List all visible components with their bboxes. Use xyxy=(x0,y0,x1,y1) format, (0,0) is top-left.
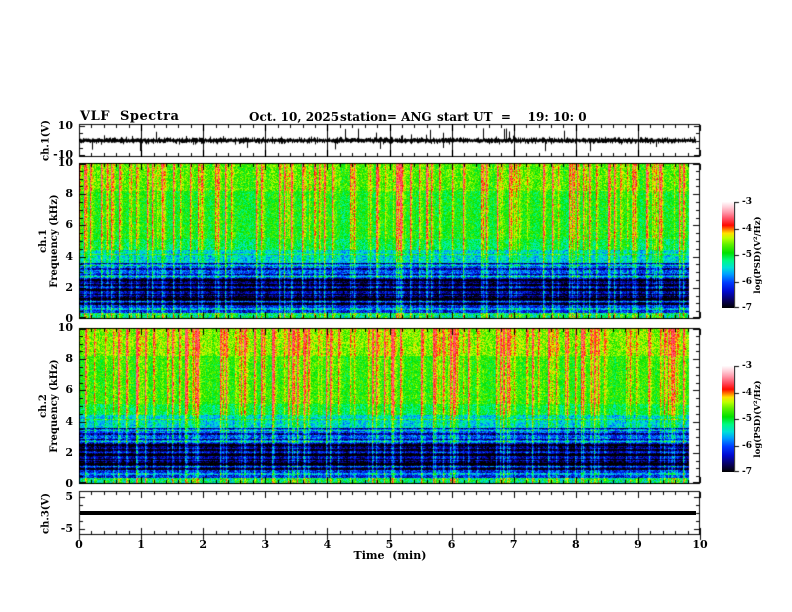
colorbar-1-label: log(PSD)(V²/Hz) xyxy=(753,216,763,294)
ch3-zero-line xyxy=(80,511,696,515)
panel-ch2-spectrogram xyxy=(79,328,700,484)
panel-ch1-waveform xyxy=(79,124,700,157)
ylabel-ch2-line2: Frequency (kHz) xyxy=(49,359,60,453)
y-tick-label: 2 xyxy=(65,280,73,294)
colorbar-1 xyxy=(722,202,734,308)
x-tick-label: 7 xyxy=(509,538,518,551)
colorbar-tick-label: -5 xyxy=(742,414,752,424)
y-tick-label: 10 xyxy=(57,321,73,334)
page-title: VLF Spectra xyxy=(80,109,180,124)
y-tick-label: -10 xyxy=(53,147,73,161)
ylabel-ch1-spectrogram: ch.1 Frequency (kHz) xyxy=(38,191,60,291)
x-tick-label: 9 xyxy=(634,538,642,551)
ch1-spectrogram-canvas xyxy=(79,163,700,319)
ylabel-ch1-line1: ch.1 xyxy=(38,229,49,253)
x-tick-label: 10 xyxy=(692,538,708,551)
x-axis-label: Time (min) xyxy=(353,549,427,562)
colorbar-tick-label: -5 xyxy=(742,250,752,260)
panel-ch3-waveform xyxy=(79,491,700,535)
y-tick-label: 0 xyxy=(65,312,73,325)
colorbar-tick-label: -3 xyxy=(742,361,752,371)
x-tick-label: 6 xyxy=(447,538,456,551)
x-tick-label: 1 xyxy=(137,538,145,551)
y-tick-label: 4 xyxy=(65,249,73,263)
colorbar-tick-label: -4 xyxy=(742,387,752,398)
x-tick-label: 3 xyxy=(261,538,270,551)
title-date: Oct. 10, 2025 xyxy=(249,110,340,124)
y-tick-label: 6 xyxy=(65,383,73,397)
colorbar-tick-label: -6 xyxy=(742,276,752,287)
colorbar-tick-label: -3 xyxy=(742,197,752,207)
colorbar-tick-label: -4 xyxy=(742,223,752,234)
y-tick-label: 2 xyxy=(65,445,73,459)
title-start-ut: start UT = 19: 10: 0 xyxy=(437,110,587,124)
colorbar-2-label: log(PSD)(V²/Hz) xyxy=(753,380,763,458)
y-tick-label: 10 xyxy=(57,119,73,133)
y-tick-label: 6 xyxy=(65,218,73,232)
x-tick-label: 2 xyxy=(199,538,208,551)
y-tick-label: -5 xyxy=(60,521,73,535)
y-tick-label: 4 xyxy=(65,414,73,428)
ylabel-ch2-line1: ch.2 xyxy=(38,394,49,418)
x-tick-label: 4 xyxy=(323,538,332,551)
title-station: station= ANG xyxy=(340,110,432,124)
x-tick-label: 5 xyxy=(385,538,394,551)
y-tick-label: 10 xyxy=(57,156,73,169)
y-tick-label: 8 xyxy=(65,352,73,366)
y-tick-label: 0 xyxy=(65,477,73,490)
ch1-waveform-canvas xyxy=(79,124,700,157)
ylabel-ch1-line2: Frequency (kHz) xyxy=(49,194,60,288)
y-tick-label: 8 xyxy=(65,187,73,201)
y-tick-label: 5 xyxy=(65,490,73,504)
colorbar-tick-label: -7 xyxy=(742,303,752,313)
colorbar-tick-label: -7 xyxy=(742,467,752,477)
ch2-spectrogram-canvas xyxy=(79,328,700,484)
colorbar-2 xyxy=(722,366,734,472)
panel-ch1-spectrogram xyxy=(79,163,700,319)
colorbar-tick-label: -6 xyxy=(742,440,752,451)
x-tick-label: 0 xyxy=(75,538,83,551)
ylabel-ch2-spectrogram: ch.2 Frequency (kHz) xyxy=(38,356,60,456)
x-tick-label: 8 xyxy=(571,538,580,551)
